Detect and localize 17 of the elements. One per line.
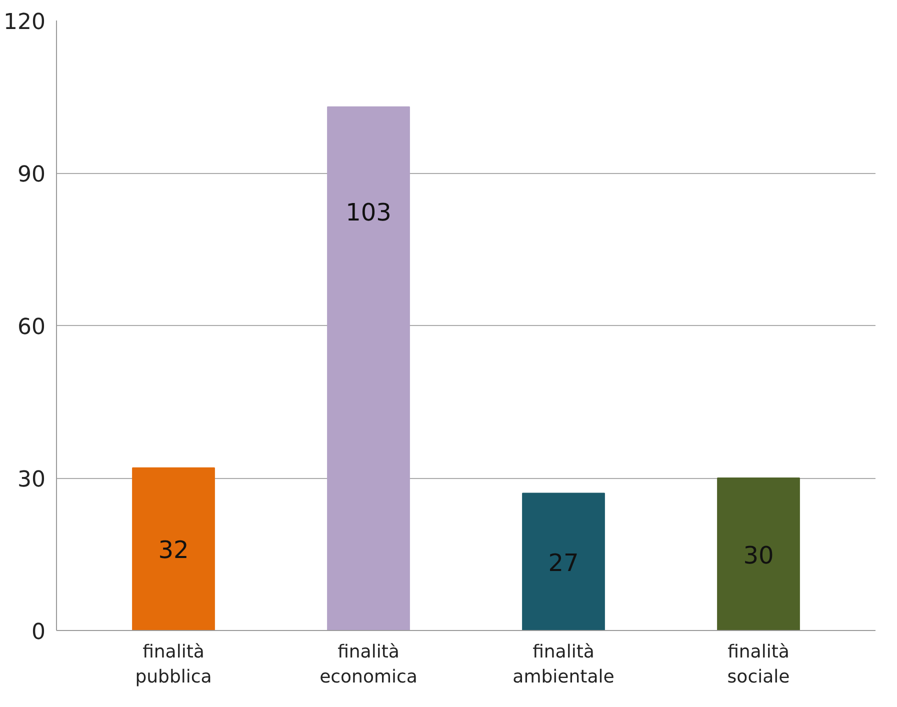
x-tick-label: finalità pubblica	[135, 642, 212, 688]
data-label: 103	[346, 198, 392, 227]
y-tick-label: 60	[18, 315, 46, 340]
x-tick-label: finalità sociale	[727, 642, 790, 688]
data-label: 32	[158, 536, 189, 564]
y-tick-label: 30	[18, 468, 46, 492]
bar	[132, 467, 215, 630]
x-tick-label: finalità economica	[320, 642, 418, 688]
bar	[717, 478, 800, 630]
bar	[327, 106, 410, 630]
data-label: 30	[743, 541, 774, 570]
data-label: 27	[548, 548, 579, 577]
y-tick-label: 90	[18, 162, 46, 188]
bar	[522, 492, 605, 630]
y-tick-label: 120	[4, 10, 46, 35]
y-tick-label: 0	[32, 620, 46, 645]
x-tick-label: finalità ambientale	[512, 642, 614, 688]
